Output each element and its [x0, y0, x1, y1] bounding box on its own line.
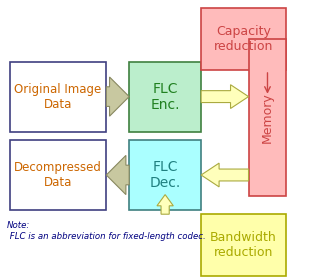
- Text: Bandwidth
reduction: Bandwidth reduction: [210, 231, 277, 259]
- Bar: [10, 62, 106, 132]
- Polygon shape: [106, 155, 129, 195]
- Text: FLC
Enc.: FLC Enc.: [150, 81, 180, 112]
- Bar: [129, 140, 201, 210]
- Bar: [249, 39, 286, 196]
- Polygon shape: [106, 77, 129, 116]
- Text: Original Image
Data: Original Image Data: [14, 83, 102, 111]
- Polygon shape: [201, 163, 249, 187]
- Text: Decompressed
Data: Decompressed Data: [14, 161, 102, 189]
- Polygon shape: [157, 195, 173, 214]
- Polygon shape: [201, 85, 249, 109]
- Bar: [129, 62, 201, 132]
- Text: FLC
Dec.: FLC Dec.: [149, 160, 181, 190]
- Text: Memory: Memory: [261, 92, 274, 143]
- Bar: [201, 8, 286, 70]
- Bar: [201, 214, 286, 276]
- Text: Note:
 FLC is an abbreviation for fixed-length codec.: Note: FLC is an abbreviation for fixed-l…: [7, 221, 205, 241]
- Bar: [10, 140, 106, 210]
- Text: Capacity
reduction: Capacity reduction: [214, 25, 273, 53]
